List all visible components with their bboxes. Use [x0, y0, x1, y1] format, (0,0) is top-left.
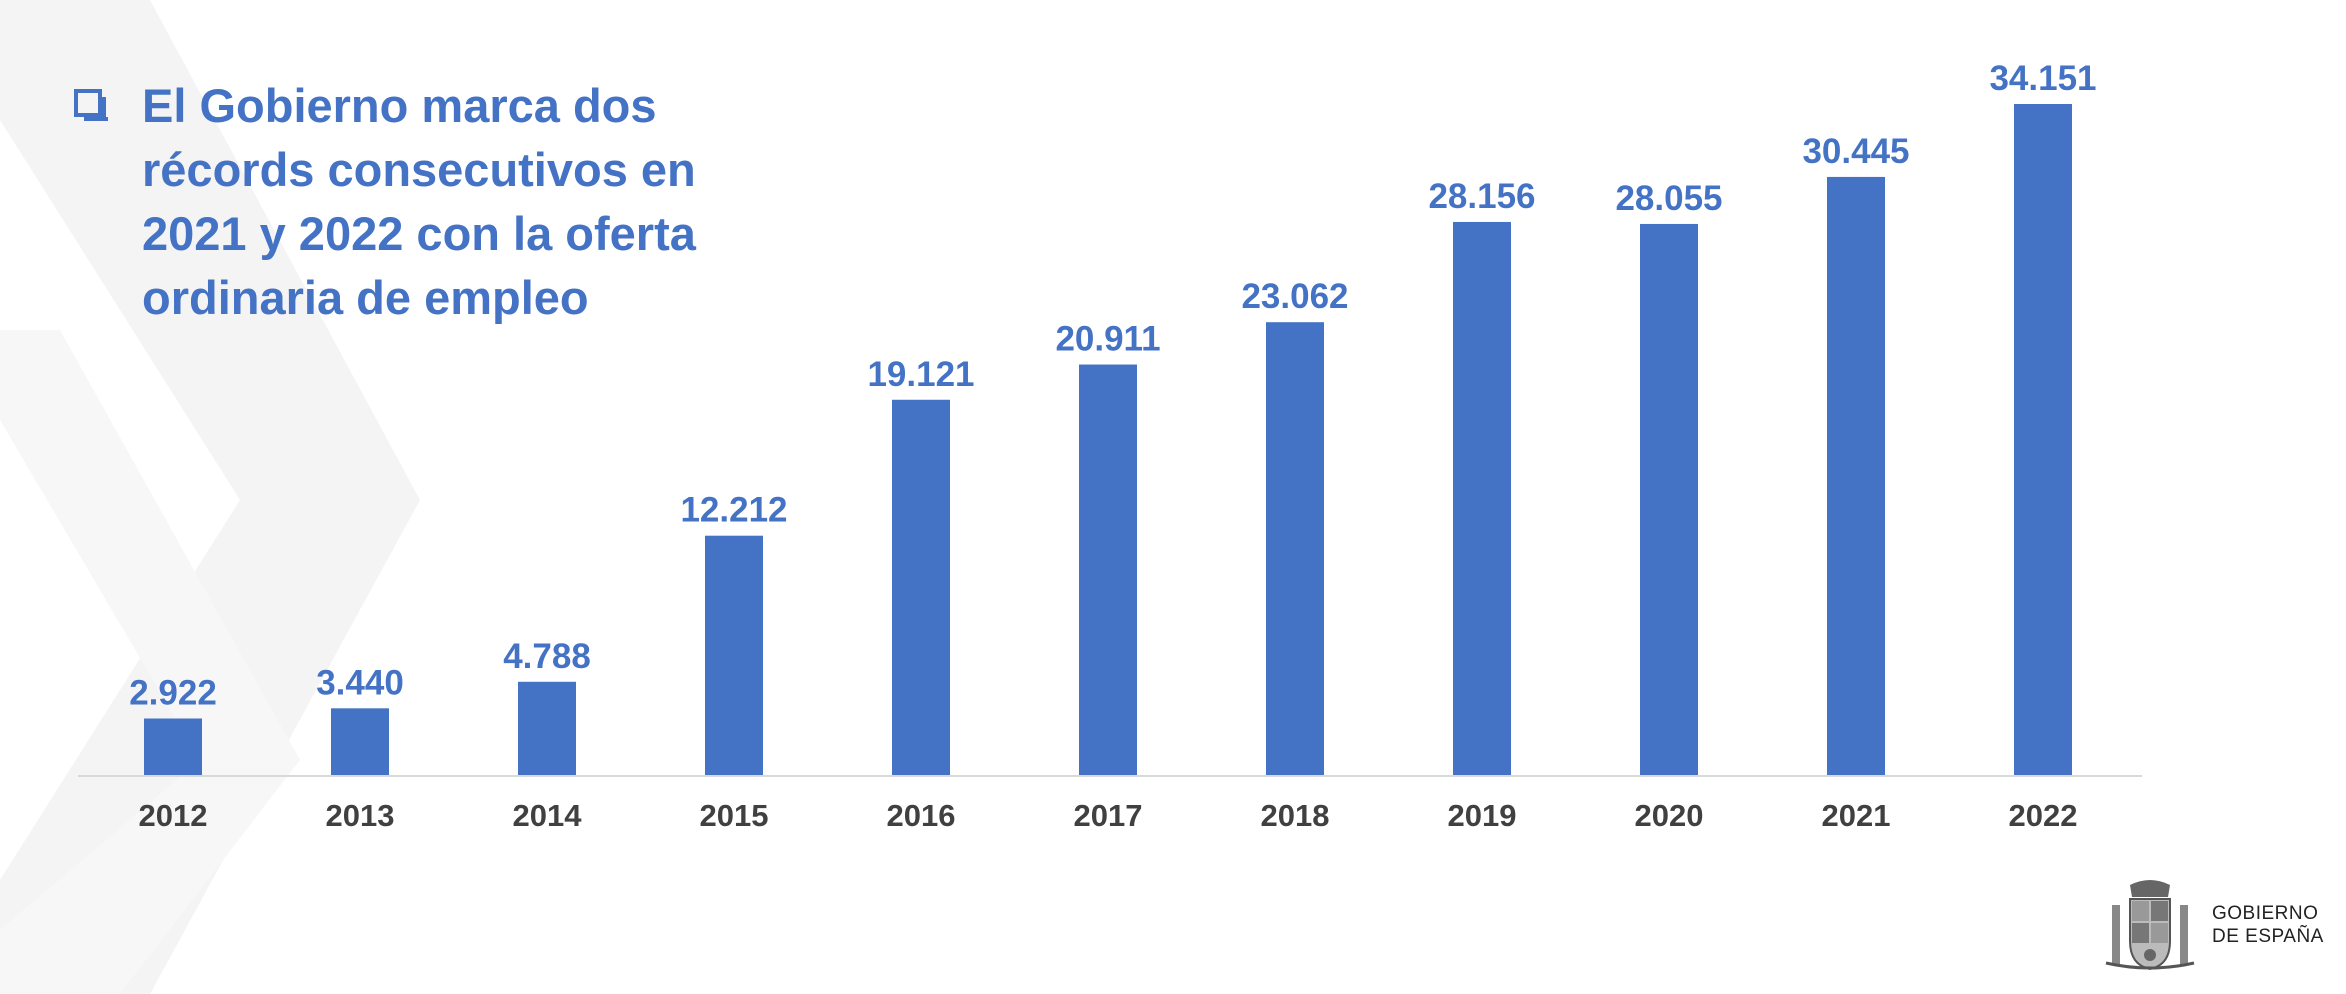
value-label-2022: 34.151 — [1989, 59, 2096, 98]
category-label-2016: 2016 — [887, 798, 956, 833]
bar-2013 — [331, 708, 389, 776]
labels-layer: 2.922 2012 3.440 2013 4.788 2014 12.212 2015 19.… — [129, 59, 2096, 833]
value-label-2015: 12.212 — [680, 491, 787, 530]
gobierno-de-espana-logo: GOBIERNO DE ESPAÑA — [2100, 870, 2336, 980]
bar-2018 — [1266, 322, 1324, 776]
logo-text: GOBIERNO DE ESPAÑA — [2212, 902, 2324, 948]
bar-2020 — [1640, 223, 1698, 777]
category-label-2017: 2017 — [1074, 798, 1143, 833]
value-label-2013: 3.440 — [316, 663, 404, 702]
value-label-2021: 30.445 — [1802, 132, 1909, 171]
category-label-2022: 2022 — [2009, 798, 2078, 833]
coat-of-arms-icon — [2105, 880, 2195, 971]
value-label-2012: 2.922 — [129, 674, 217, 713]
bar-2014 — [518, 681, 576, 776]
bar-2021 — [1827, 176, 1885, 776]
category-label-2018: 2018 — [1261, 798, 1330, 833]
title-block: El Gobierno marca dos récords consecutiv… — [74, 74, 794, 330]
logo-line-1: GOBIERNO — [2212, 903, 2319, 924]
bar-2017 — [1079, 364, 1137, 776]
background-chevron-lower — [0, 330, 300, 994]
category-label-2014: 2014 — [513, 798, 583, 833]
bar-2012 — [144, 718, 202, 776]
logo-line-2: DE ESPAÑA — [2212, 926, 2324, 947]
bars-layer — [144, 104, 2072, 777]
value-label-2014: 4.788 — [503, 637, 591, 676]
checkbox-bullet-icon — [74, 89, 108, 121]
category-label-2021: 2021 — [1822, 798, 1891, 833]
page-title: El Gobierno marca dos récords consecutiv… — [142, 79, 696, 324]
value-label-2019: 28.156 — [1428, 177, 1535, 216]
bar-2022 — [2014, 104, 2072, 776]
value-label-2020: 28.055 — [1615, 179, 1722, 218]
value-label-2016: 19.121 — [867, 355, 974, 394]
background-chevron-upper — [0, 0, 420, 994]
category-label-2020: 2020 — [1635, 798, 1704, 833]
category-label-2013: 2013 — [326, 798, 395, 833]
value-label-2018: 23.062 — [1241, 277, 1348, 316]
bar-2015 — [705, 535, 763, 776]
bar-2016 — [892, 399, 950, 776]
bar-2019 — [1453, 221, 1511, 776]
category-label-2012: 2012 — [139, 798, 208, 833]
category-label-2019: 2019 — [1448, 798, 1517, 833]
category-label-2015: 2015 — [700, 798, 769, 833]
value-label-2017: 20.911 — [1055, 320, 1160, 359]
